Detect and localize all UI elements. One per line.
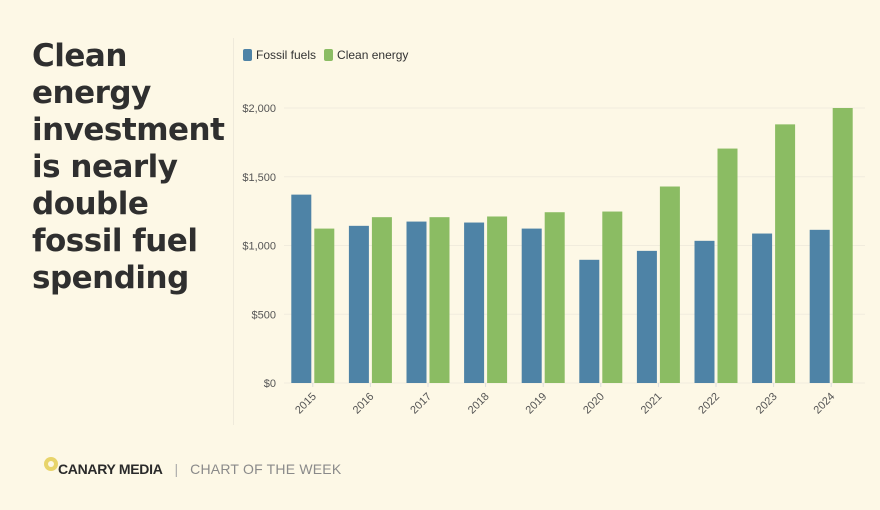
y-tick-label: $0 (264, 378, 276, 390)
bar-fossil-2019 (521, 228, 542, 383)
bar-clean-2015 (314, 228, 335, 383)
y-tick-label: $1,000 (242, 241, 276, 253)
x-tick-label: 2020 (581, 391, 607, 417)
bar-clean-2019 (544, 212, 565, 383)
x-tick-label: 2022 (696, 391, 722, 417)
canary-logo-icon (44, 457, 58, 471)
bar-clean-2018 (487, 216, 508, 383)
x-tick-label: 2016 (351, 391, 377, 417)
bar-fossil-2015 (291, 194, 312, 383)
legend-label-fossil: Fossil fuels (256, 48, 317, 62)
bar-fossil-2021 (636, 250, 657, 383)
bar-fossil-2023 (752, 233, 773, 383)
footer: CANARY MEDIA | CHART OF THE WEEK (44, 457, 342, 477)
bar-fossil-2020 (579, 259, 600, 383)
footer-separator: | (174, 461, 179, 477)
bar-clean-2016 (371, 217, 392, 383)
bar-clean-2021 (659, 186, 680, 383)
bar-clean-2022 (717, 148, 738, 383)
brand-name: CANARY MEDIA (58, 461, 163, 477)
chart-panel (233, 38, 880, 425)
x-tick-label: 2019 (524, 391, 550, 417)
x-tick-label: 2015 (293, 391, 319, 417)
bar-clean-2023 (775, 124, 796, 384)
legend-label-clean: Clean energy (337, 48, 409, 62)
headline: Clean energy investment is nearly double… (32, 38, 225, 296)
legend: Fossil fuels Clean energy (243, 48, 408, 62)
bar-clean-2024 (832, 108, 853, 383)
legend-item-fossil[interactable]: Fossil fuels (243, 48, 316, 62)
y-tick-label: $1,500 (242, 172, 276, 184)
legend-swatch-fossil (243, 49, 252, 61)
bar-clean-2017 (429, 217, 450, 383)
bar-fossil-2018 (464, 222, 485, 383)
bar-fossil-2024 (809, 229, 830, 383)
legend-swatch-clean (324, 49, 334, 61)
bar-fossil-2016 (348, 225, 369, 383)
x-tick-label: 2018 (466, 391, 492, 417)
bar-clean-2020 (602, 211, 623, 383)
y-tick-label: $500 (252, 309, 276, 321)
legend-item-clean[interactable]: Clean energy (324, 48, 408, 62)
x-tick-label: 2024 (812, 391, 838, 417)
footer-tagline: CHART OF THE WEEK (190, 461, 342, 477)
x-tick-label: 2021 (639, 391, 665, 417)
x-tick-label: 2023 (754, 391, 780, 417)
bar-fossil-2022 (694, 240, 715, 383)
y-tick-label: $2,000 (242, 103, 276, 115)
bar-fossil-2017 (406, 221, 427, 383)
x-tick-label: 2017 (408, 391, 434, 417)
